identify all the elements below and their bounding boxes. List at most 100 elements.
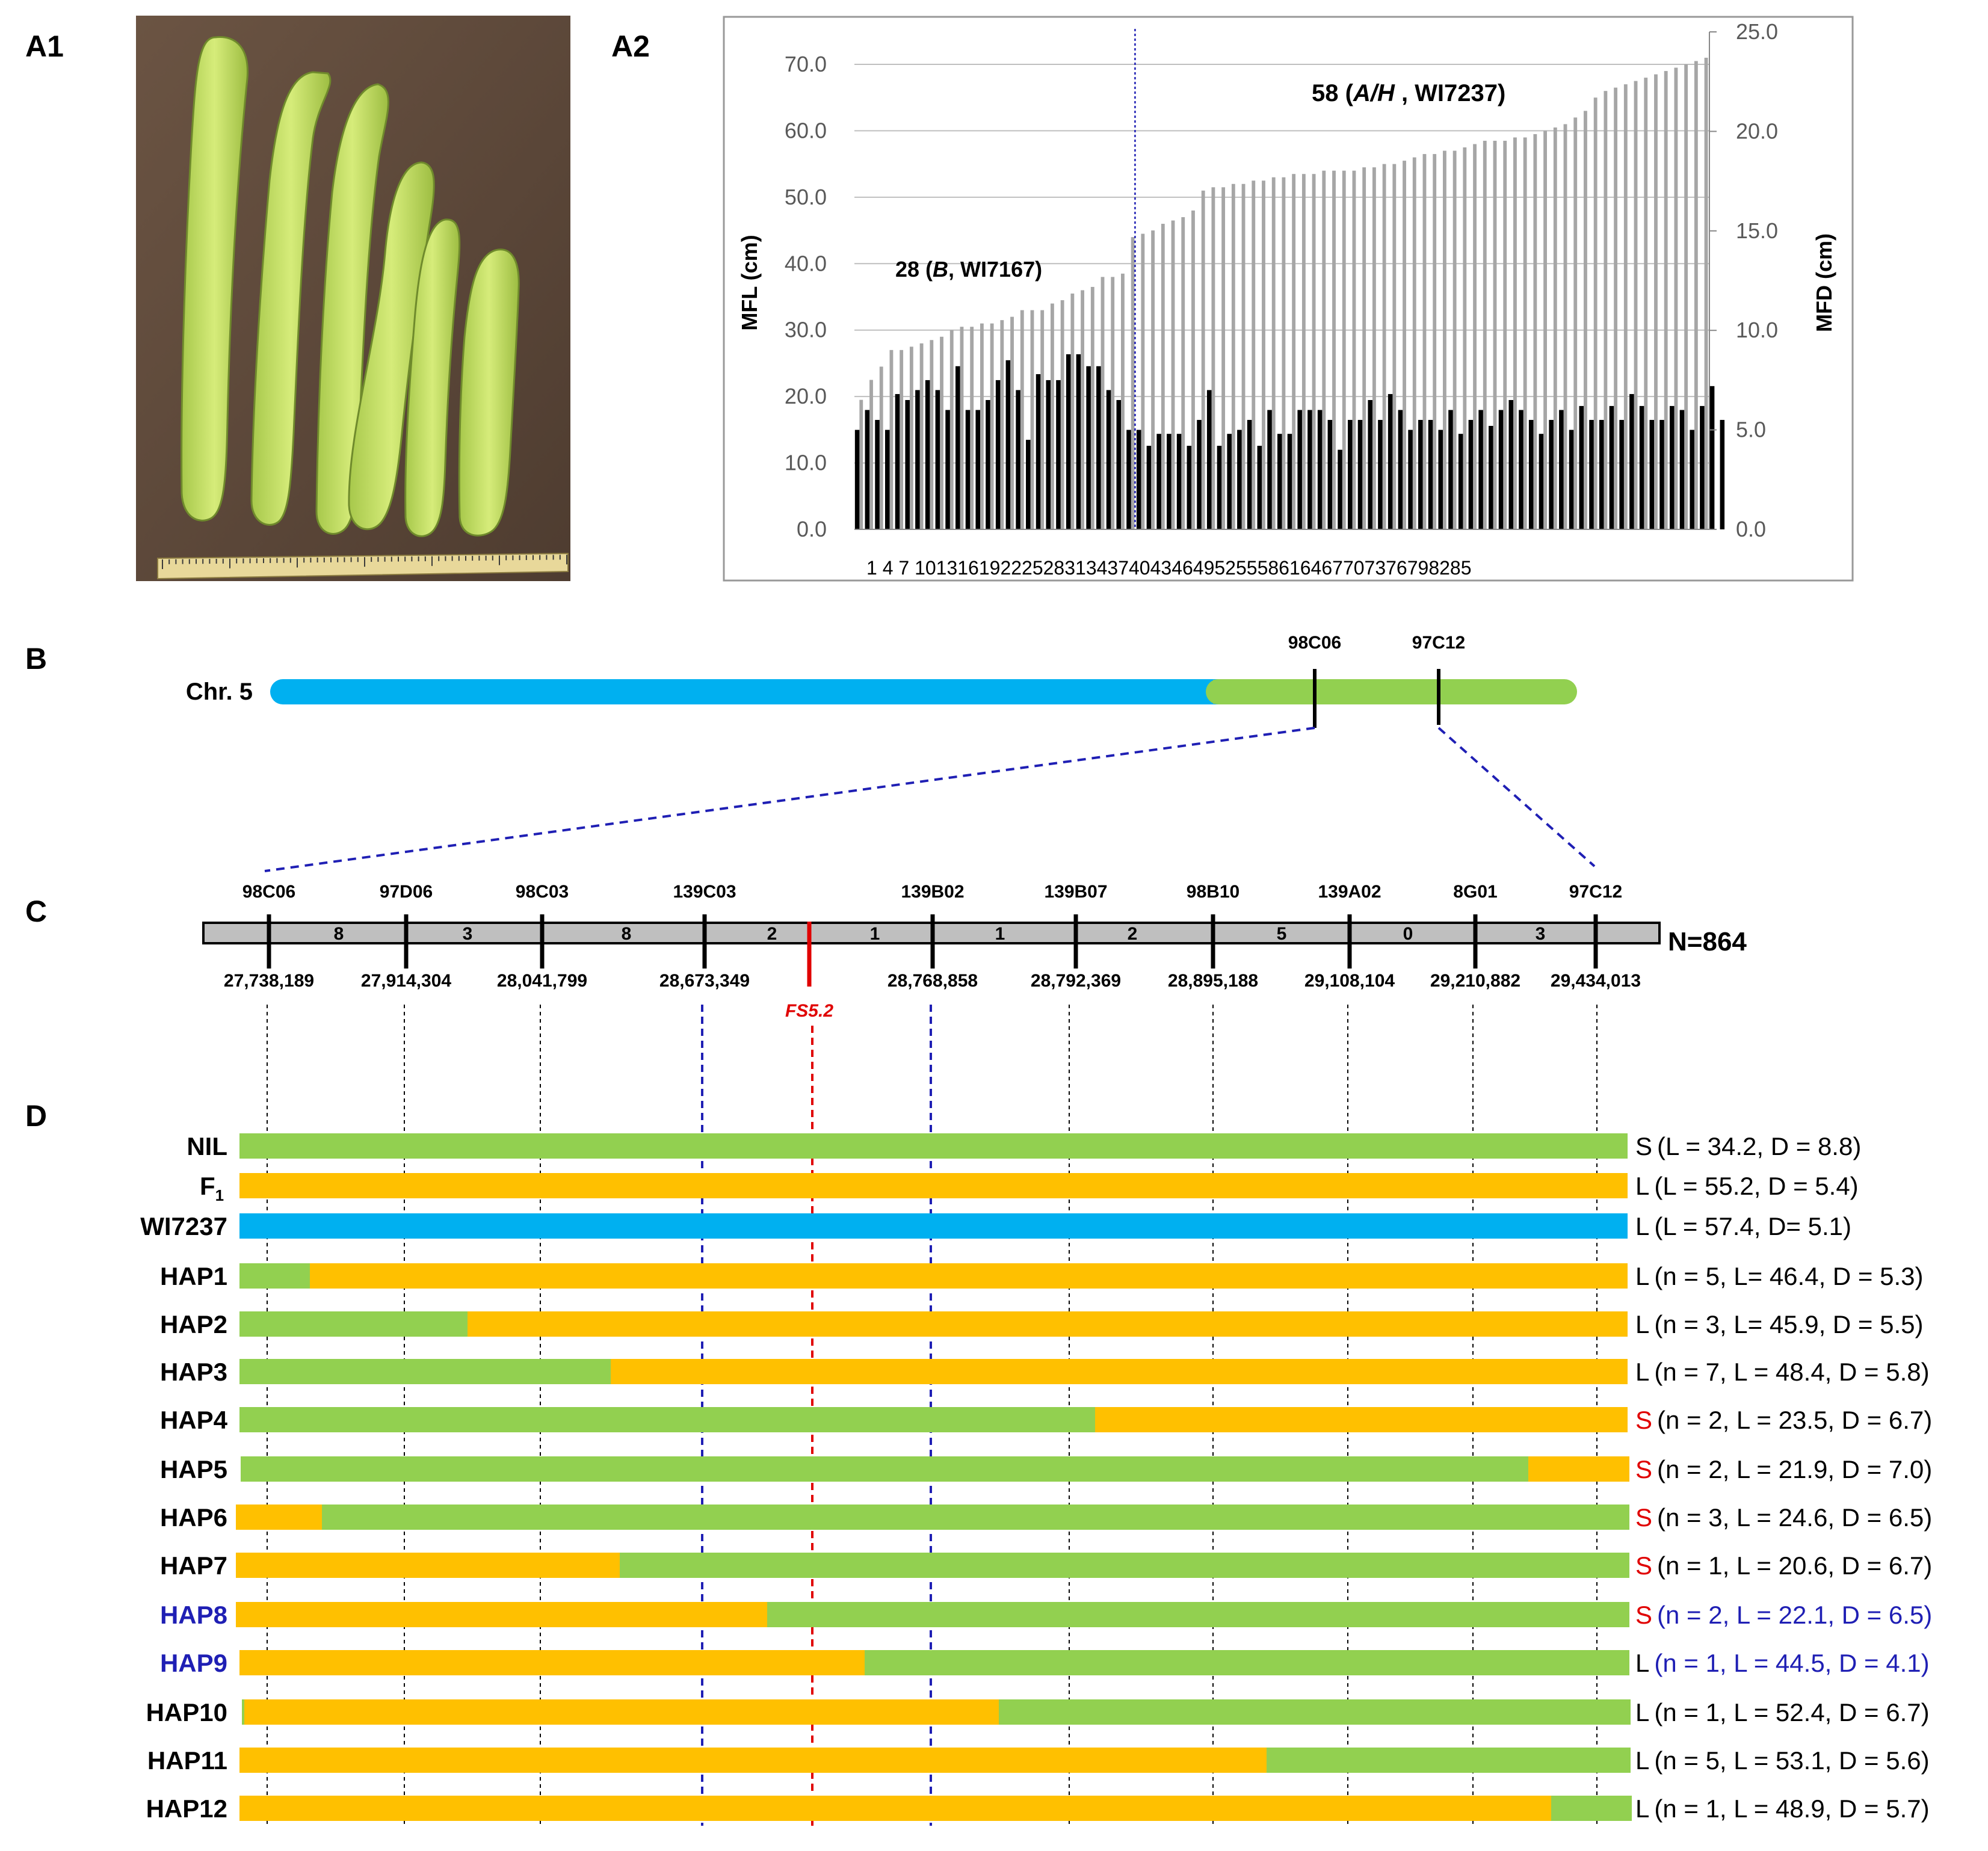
haplotype-name: NIL [187,1132,227,1160]
haplotype-phenotype: S (n = 2, L = 22.1, D = 6.5) [1635,1601,1932,1629]
bar-mfd [1720,420,1725,529]
zoom-line-right [1437,727,1596,867]
fine-marker-position: 28,895,188 [1168,971,1258,991]
haplotype-name: HAP1 [160,1262,227,1290]
bar-mfd [1528,420,1534,529]
haplotype-name: HAP9 [160,1649,227,1677]
bar-mfl [1573,117,1578,530]
haplotype-row: F1 L (L = 55.2, D = 5.4) [200,1172,1859,1204]
haplotype-row: HAP10 L (n = 1, L = 52.4, D = 6.7) [146,1698,1930,1726]
bar-mfl [1090,286,1094,529]
bar-mfl [1473,144,1477,529]
cucumber-fruit-5 [404,218,461,537]
bar-mfl [1050,303,1054,529]
recombinant-count: 1 [995,924,1005,944]
bar-mfl [1322,170,1326,530]
haplotype-segment [1551,1796,1632,1821]
bar-mfd [1206,390,1212,529]
y2-tick-label: 5.0 [1736,417,1766,442]
bar-mfl [930,340,934,529]
bar-mfd [1348,420,1353,529]
bar-mfd [1197,420,1202,529]
haplotype-name: F1 [200,1172,224,1204]
bar-mfl [1412,157,1416,530]
bar-mfd [1579,405,1584,529]
chrom-marker-97C12: 97C12 [1412,633,1465,653]
haplotype-row: HAP2 L (n = 3, L= 45.9, D = 5.5) [160,1310,1924,1338]
bar-mfl [1010,316,1014,529]
population-size: N=864 [1668,927,1747,956]
bar-mfl [1181,217,1185,529]
bar-mfl [1271,177,1276,529]
haplotype-segment [236,1553,620,1578]
bar-mfd [1589,420,1594,529]
fine-marker-position: 29,108,104 [1304,971,1395,991]
bar-mfd [986,399,990,529]
bar-mfl [1282,177,1286,529]
haplotype-phenotype: L (n = 1, L = 44.5, D = 4.1) [1635,1649,1930,1677]
bar-mfd [1438,430,1443,529]
bar-mfl [1403,161,1406,529]
bar-mfl [1252,180,1256,529]
haplotype-phenotype: L (L = 57.4, D= 5.1) [1635,1212,1851,1240]
bar-mfd [1378,420,1383,529]
y-tick-label: 20.0 [785,384,827,408]
cucumber-fruit-2 [250,71,332,526]
bar-mfl [1151,230,1155,529]
bar-mfl [1141,233,1145,529]
bar-mfd [955,366,960,529]
cucumber-fruit-3 [315,83,389,535]
fine-marker-name: 8G01 [1453,882,1497,902]
fine-marker-position: 28,673,349 [659,971,750,991]
haplotype-phenotype: S (n = 3, L = 24.6, D = 6.5) [1635,1503,1932,1532]
bar-mfd [1549,420,1554,529]
fine-marker-name: 139B02 [901,882,964,902]
bar-mfd [1458,434,1463,529]
panel-label-b: B [25,642,48,676]
bar-mfd [1368,399,1372,529]
bar-mfl [949,330,954,529]
chrom-marker-98C06: 98C06 [1288,633,1341,653]
bar-mfl [1362,167,1366,529]
bar-mfl [970,327,974,529]
bar-mfl [1081,290,1084,529]
bar-mfl [1372,167,1376,529]
bar-mfl [1241,183,1246,529]
bar-mfd [1096,366,1101,529]
bar-mfl [1684,64,1688,529]
haplotype-segment [239,1650,865,1675]
bar-mfd [915,390,920,529]
bar-mfd [1046,380,1051,529]
zoom-line-left [264,727,1315,872]
bar-mfl [1483,140,1487,529]
bar-mfd [1659,420,1664,529]
bar-mfl [1513,137,1517,529]
bar-mfl [980,323,984,529]
fine-marker-name: 97C12 [1569,882,1622,902]
haplotype-name: HAP8 [160,1601,227,1629]
haplotype-segment [241,1456,1528,1482]
y-tick-label: 10.0 [785,451,827,475]
annotation-wi7237: 58 (A/H , WI7237) [1312,80,1505,106]
fine-marker-position: 27,738,189 [224,971,314,991]
bar-mfd [1418,420,1423,529]
haplotype-segment [1528,1456,1629,1482]
bar-mfl [869,380,873,529]
haplotype-row: HAP11 L (n = 5, L = 53.1, D = 5.6) [147,1746,1930,1775]
bar-mfl [1262,180,1265,529]
bar-mfl [1100,277,1105,529]
chromosome-5: Chr. 5 98C06 97C12 [186,633,1596,872]
bar-mfd [1005,360,1011,529]
haplotype-segment [239,1407,1095,1432]
bar-mfd [1428,420,1433,529]
bar-mfl [1533,134,1537,529]
bar-mfl [1433,154,1437,529]
bar-mfl [1030,310,1034,529]
bar-mfd [1146,446,1152,529]
haplotype-row: HAP3 L (n = 7, L = 48.4, D = 5.8) [160,1358,1930,1386]
haplotype-segment [611,1359,1628,1384]
haplotype-segment [620,1553,1629,1578]
y2-tick-label: 20.0 [1736,119,1778,143]
cucumber-fruit-1 [181,36,248,522]
haplotype-segment [865,1650,1629,1675]
